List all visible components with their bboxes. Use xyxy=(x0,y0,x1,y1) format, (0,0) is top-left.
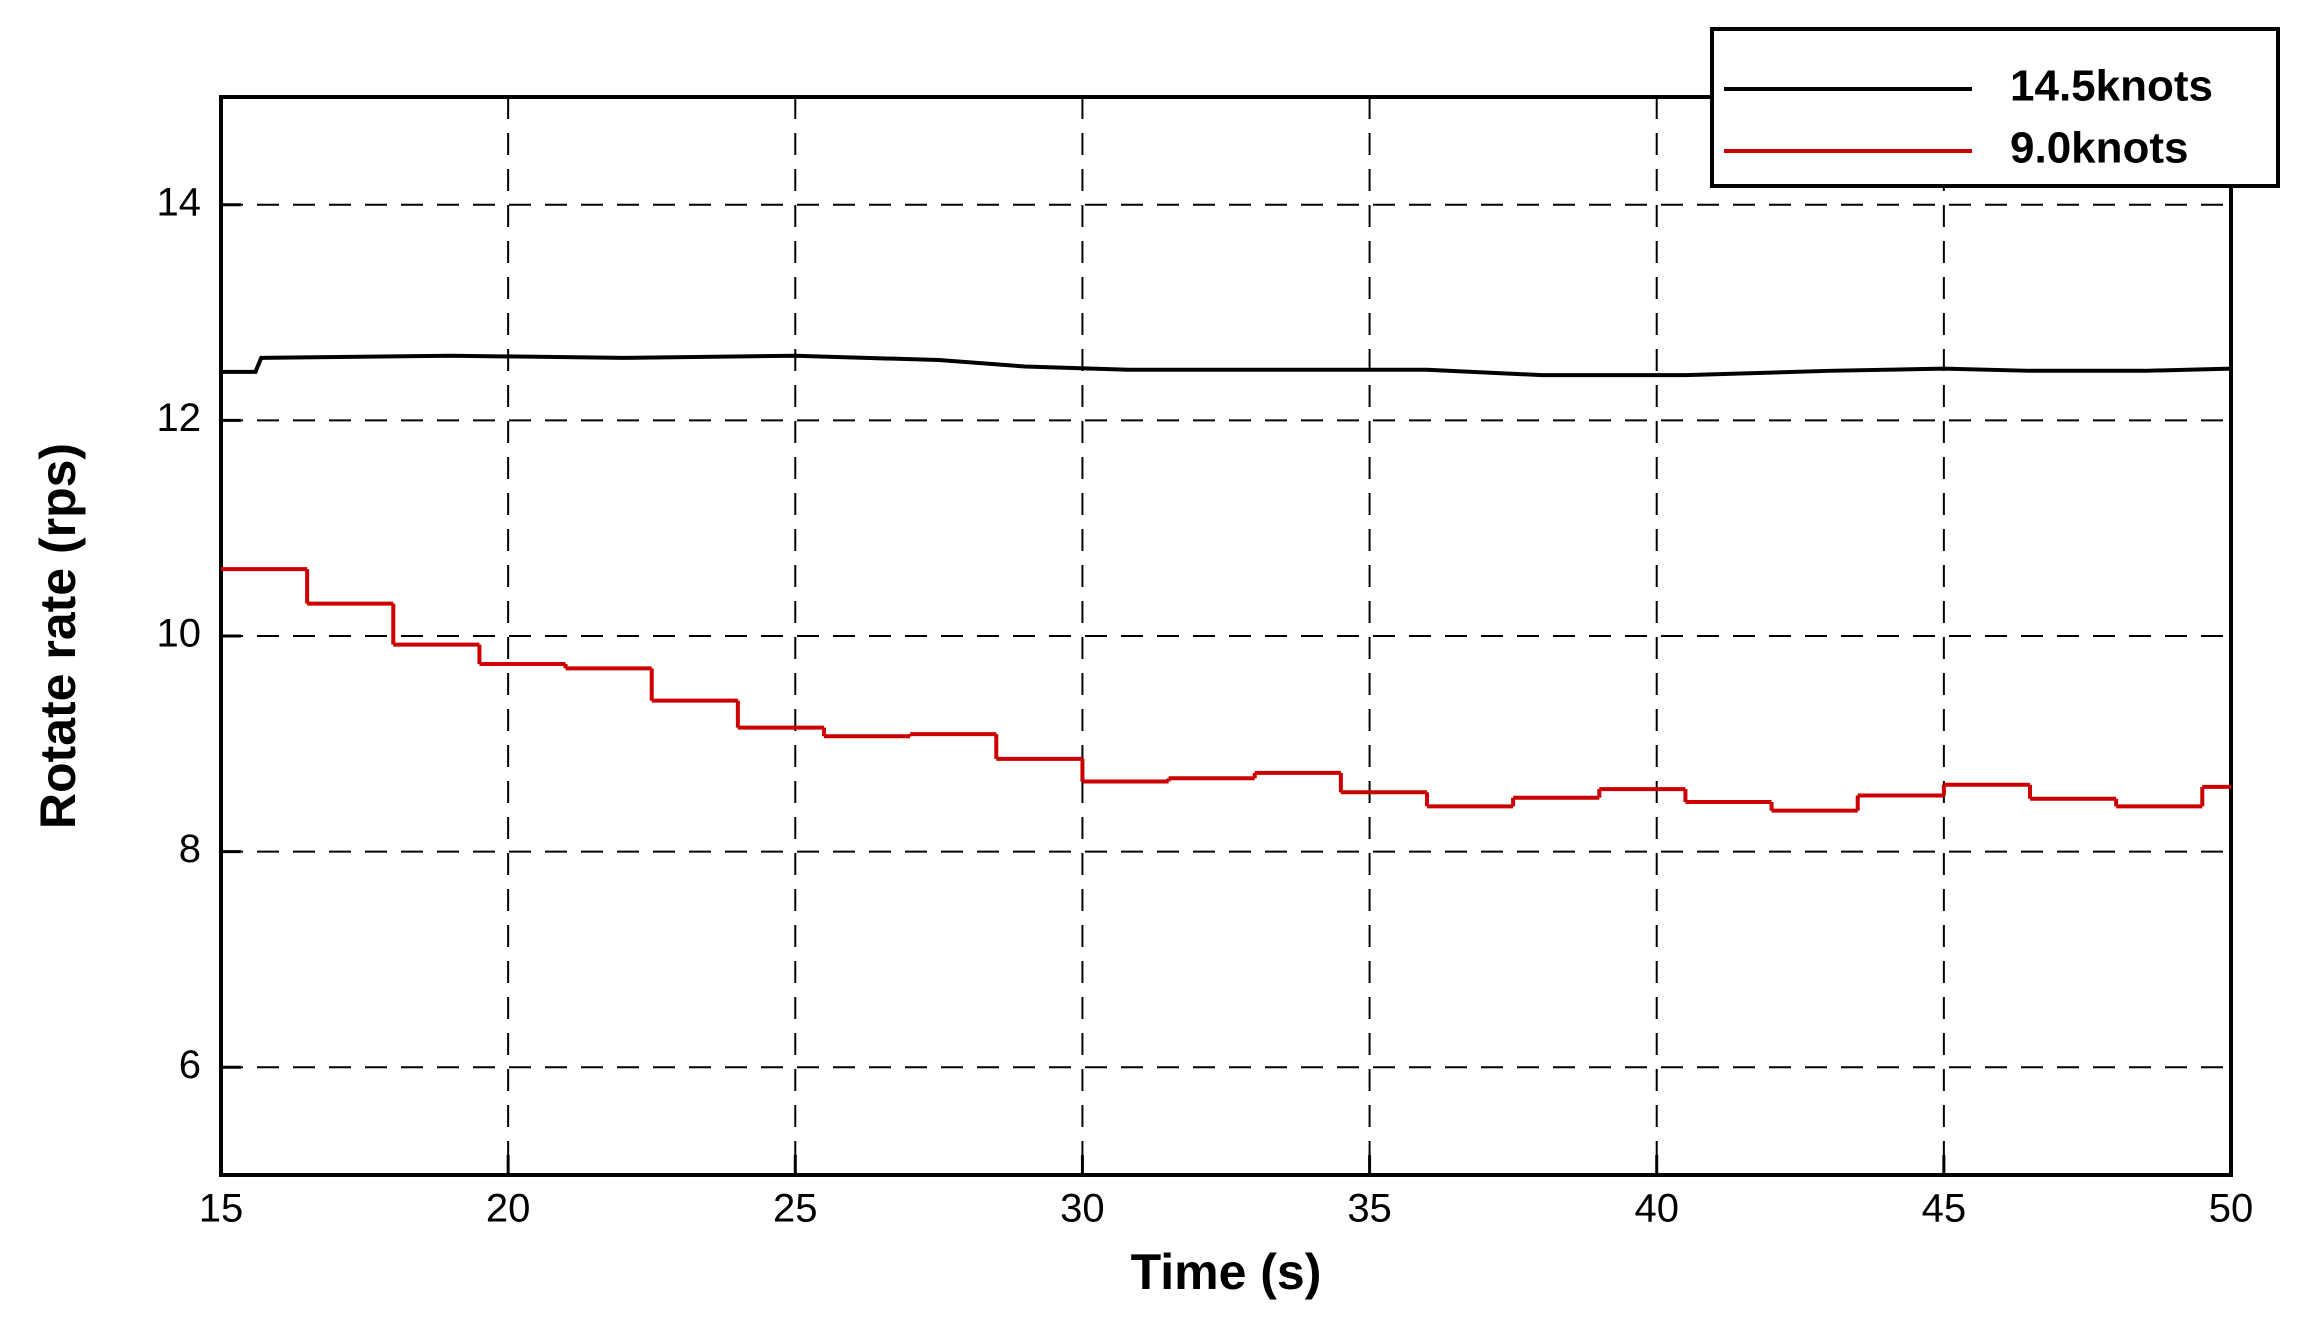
plot-frame xyxy=(219,95,2233,1177)
x-tick-label: 50 xyxy=(2209,1187,2254,1231)
y-tick-label: 10 xyxy=(157,612,202,656)
y-tick-label: 6 xyxy=(179,1043,201,1087)
x-tick-label: 20 xyxy=(486,1187,531,1231)
x-tick-label: 45 xyxy=(1922,1187,1967,1231)
x-axis-label: Time (s) xyxy=(1131,1244,1322,1300)
y-tick-label: 12 xyxy=(157,396,202,440)
y-axis-label: Rotate rate (rps) xyxy=(30,443,86,829)
y-tick-label: 14 xyxy=(157,180,202,224)
x-tick-label: 35 xyxy=(1347,1187,1392,1231)
x-tick-label: 30 xyxy=(1060,1187,1105,1231)
x-tick-label: 25 xyxy=(773,1187,818,1231)
y-tick-label: 8 xyxy=(179,827,201,871)
x-tick-label: 15 xyxy=(199,1187,244,1231)
legend-label: 9.0knots xyxy=(2010,124,2189,173)
data-line xyxy=(221,353,2232,378)
legend-box xyxy=(1710,27,2280,188)
x-tick-label: 40 xyxy=(1634,1187,1679,1231)
legend-label: 14.5knots xyxy=(2010,62,2213,111)
